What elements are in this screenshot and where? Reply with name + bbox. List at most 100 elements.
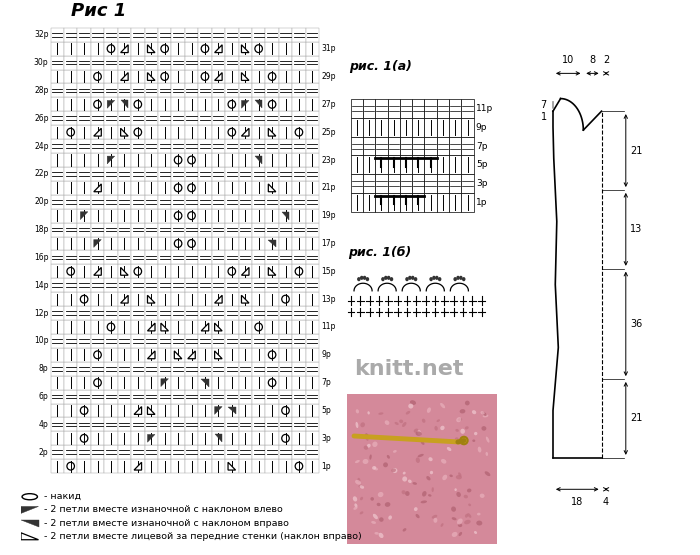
Bar: [172, 376, 185, 390]
Bar: [118, 181, 131, 195]
Bar: [50, 139, 64, 153]
Bar: [239, 181, 252, 195]
Ellipse shape: [468, 503, 471, 506]
Ellipse shape: [406, 411, 410, 415]
Bar: [78, 362, 91, 376]
Bar: [211, 264, 225, 278]
Text: - накид: - накид: [44, 492, 80, 501]
Bar: [158, 236, 172, 250]
Bar: [91, 236, 104, 250]
Text: 22р: 22р: [34, 169, 48, 178]
Bar: [279, 417, 292, 431]
Ellipse shape: [358, 485, 363, 487]
Ellipse shape: [374, 467, 378, 471]
Bar: [292, 56, 306, 69]
Bar: [118, 264, 131, 278]
Text: 11р: 11р: [321, 322, 335, 331]
Bar: [388, 155, 400, 174]
Bar: [252, 28, 265, 42]
Bar: [292, 403, 306, 417]
Bar: [225, 83, 239, 97]
Ellipse shape: [440, 426, 444, 430]
Bar: [185, 125, 198, 139]
Bar: [50, 278, 64, 292]
Bar: [211, 236, 225, 250]
Polygon shape: [94, 128, 102, 136]
Text: 23р: 23р: [321, 155, 335, 164]
Bar: [131, 431, 144, 445]
Bar: [104, 250, 118, 264]
Polygon shape: [268, 184, 276, 191]
Bar: [239, 334, 252, 348]
Bar: [424, 118, 437, 137]
Text: 24р: 24р: [34, 142, 48, 150]
Bar: [172, 431, 185, 445]
Bar: [172, 334, 185, 348]
Bar: [306, 236, 319, 250]
Bar: [131, 264, 144, 278]
Bar: [239, 223, 252, 236]
Bar: [144, 28, 158, 42]
Polygon shape: [94, 184, 102, 191]
Bar: [351, 99, 363, 118]
Text: - 2 петли вместе изнаночной с наклоном вправо: - 2 петли вместе изнаночной с наклоном в…: [44, 518, 288, 528]
Polygon shape: [241, 73, 249, 80]
Ellipse shape: [477, 513, 480, 516]
Polygon shape: [148, 407, 155, 415]
Ellipse shape: [451, 507, 456, 512]
Polygon shape: [134, 462, 141, 470]
Text: 28р: 28р: [34, 86, 48, 95]
Bar: [172, 250, 185, 264]
Bar: [50, 390, 64, 403]
Bar: [118, 69, 131, 83]
Polygon shape: [120, 295, 128, 303]
Polygon shape: [241, 295, 249, 303]
Polygon shape: [228, 407, 236, 415]
Bar: [158, 459, 172, 473]
Bar: [185, 83, 198, 97]
Circle shape: [406, 278, 408, 280]
Bar: [279, 403, 292, 417]
Bar: [239, 376, 252, 390]
Bar: [158, 292, 172, 306]
Bar: [118, 306, 131, 320]
Bar: [50, 112, 64, 125]
Bar: [211, 362, 225, 376]
Text: 30р: 30р: [34, 58, 48, 67]
Bar: [252, 250, 265, 264]
Bar: [78, 97, 91, 112]
Bar: [225, 139, 239, 153]
Bar: [306, 390, 319, 403]
Text: 19р: 19р: [321, 211, 335, 220]
Ellipse shape: [422, 491, 426, 497]
Bar: [64, 417, 78, 431]
Text: 9р: 9р: [476, 123, 487, 132]
Bar: [104, 334, 118, 348]
Bar: [211, 320, 225, 334]
Bar: [211, 390, 225, 403]
Bar: [239, 264, 252, 278]
Bar: [78, 223, 91, 236]
Bar: [198, 181, 211, 195]
Bar: [265, 236, 279, 250]
Bar: [252, 139, 265, 153]
Bar: [239, 236, 252, 250]
Bar: [118, 112, 131, 125]
Bar: [64, 195, 78, 209]
Ellipse shape: [474, 432, 477, 435]
Bar: [144, 56, 158, 69]
Bar: [279, 348, 292, 362]
Bar: [185, 264, 198, 278]
Bar: [64, 264, 78, 278]
Bar: [292, 195, 306, 209]
Bar: [265, 376, 279, 390]
Bar: [131, 306, 144, 320]
Bar: [198, 390, 211, 403]
Bar: [158, 334, 172, 348]
Bar: [118, 167, 131, 181]
Bar: [306, 320, 319, 334]
Bar: [118, 459, 131, 473]
Bar: [185, 417, 198, 431]
Text: 6р: 6р: [38, 392, 48, 401]
Bar: [198, 28, 211, 42]
